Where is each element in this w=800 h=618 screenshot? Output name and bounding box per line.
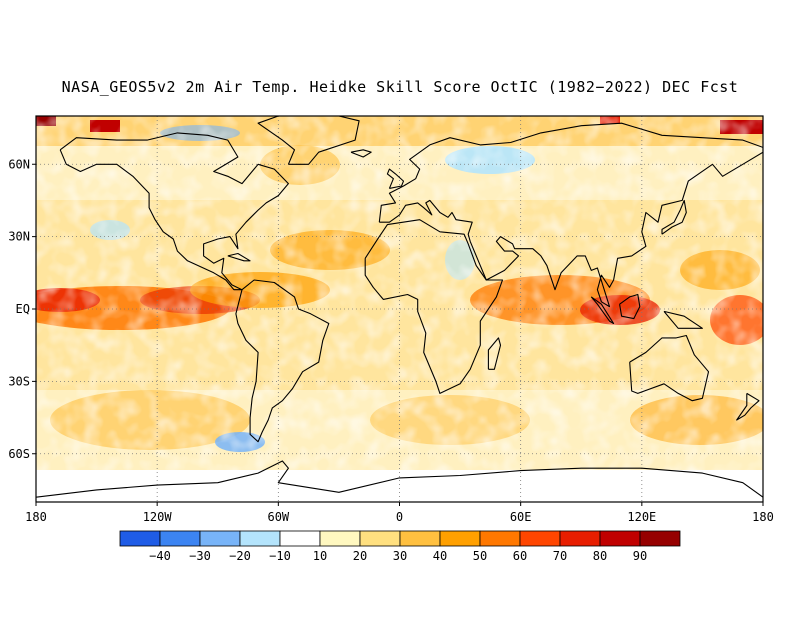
coastline-path: [629, 334, 710, 402]
colorbar-label: 40: [433, 549, 447, 563]
coastline-path: [36, 460, 763, 498]
coastline-path: [364, 219, 504, 394]
coastline-path: [619, 293, 641, 320]
lon-label: 0: [396, 510, 403, 524]
coastline-path: [386, 168, 405, 189]
colorbar-label: −30: [189, 549, 211, 563]
coastline-path: [590, 296, 615, 325]
lon-label: 120E: [627, 510, 656, 524]
colorbar-swatch: [439, 530, 481, 547]
coastline-path: [487, 337, 502, 370]
map-gridlines: [36, 116, 763, 502]
colorbar-label: −40: [149, 549, 171, 563]
lon-label: 180: [752, 510, 774, 524]
coastline-path: [227, 252, 251, 262]
colorbar-swatch: [199, 530, 241, 547]
colorbar-swatch: [159, 530, 201, 547]
colorbar-swatch: [519, 530, 561, 547]
map-title: NASA_GEOS5v2 2m Air Temp. Heidke Skill S…: [61, 78, 739, 96]
lat-label: 60N: [8, 157, 30, 171]
colorbar-swatch: [279, 530, 321, 547]
lon-label: 120W: [143, 510, 173, 524]
coastline-path: [350, 149, 372, 158]
lon-label: 60E: [510, 510, 532, 524]
colorbar-label: −20: [229, 549, 251, 563]
lat-label: EQ: [16, 302, 30, 316]
colorbar-swatch: [399, 530, 441, 547]
lat-label: 30N: [8, 230, 30, 244]
coastline-path: [378, 122, 763, 308]
coastlines: [36, 116, 763, 498]
colorbar-label: 10: [313, 549, 327, 563]
colorbar-label: 30: [393, 549, 407, 563]
colorbar-label: −10: [269, 549, 291, 563]
colorbar-swatch: [359, 530, 401, 547]
lon-label: 60W: [267, 510, 289, 524]
colorbar-label: 70: [553, 549, 567, 563]
colorbar-swatch: [599, 530, 641, 547]
coastline-path: [235, 279, 330, 443]
coastline-path: [661, 199, 687, 235]
colorbar-swatch: [319, 530, 361, 547]
colorbar-swatch: [479, 530, 521, 547]
colorbar-swatch: [119, 530, 161, 547]
colorbar-label: 90: [633, 549, 647, 563]
coastline-path: [736, 392, 760, 421]
colorbar-swatch: [639, 530, 681, 547]
coastline-path: [257, 116, 360, 165]
colorbar-swatch: [239, 530, 281, 547]
lat-label: 60S: [8, 447, 30, 461]
coastline-path: [59, 132, 289, 291]
lon-label: 180: [25, 510, 47, 524]
colorbar-label: 80: [593, 549, 607, 563]
coastline-path: [663, 310, 703, 329]
colorbar-label: 60: [513, 549, 527, 563]
colorbar-label: 20: [353, 549, 367, 563]
colorbar-label: 50: [473, 549, 487, 563]
colorbar-swatch: [559, 530, 601, 547]
latitude-labels: 60N 30N EQ 30S 60S: [8, 157, 36, 461]
colorbar: −40 −30 −20 −10 10 20 30 40 50 60 70 80 90: [119, 530, 681, 563]
lat-label: 30S: [8, 374, 30, 388]
longitude-labels: 180 120W 60W 0 60E 120E 180: [25, 502, 774, 524]
